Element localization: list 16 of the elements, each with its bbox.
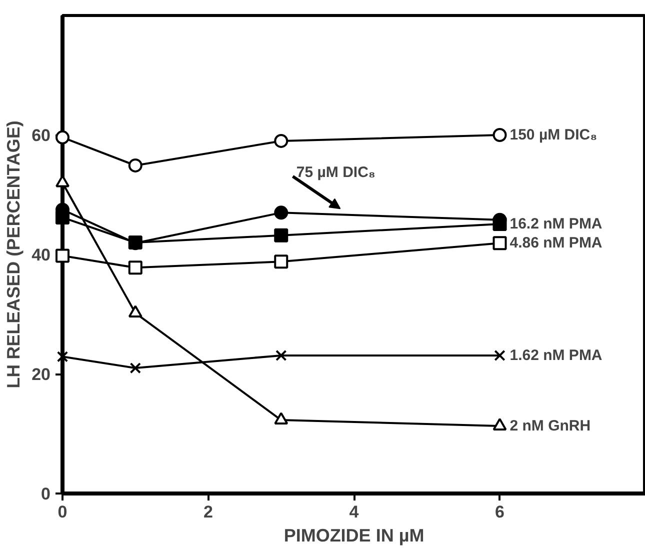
x-tick-label: 4 (349, 502, 360, 522)
series-label: 1.62 nM PMA (510, 346, 602, 364)
x-tick-label: 2 (204, 502, 213, 522)
y-tick-label: 40 (32, 246, 51, 264)
y-axis-title: LH RELEASED (PERCENTAGE) (4, 120, 24, 388)
series-label: 16.2 nM PMA (510, 216, 602, 233)
series-label: 2 nM GnRH (510, 417, 591, 434)
x-tick-label: 0 (58, 502, 68, 522)
x-axis-title: PIMOZIDE IN µM (284, 526, 424, 546)
y-tick-label: 0 (41, 484, 51, 504)
y-tick-label: 60 (32, 126, 51, 145)
x-tick-label: 6 (495, 502, 504, 522)
series-label: 4.86 nM PMA (510, 234, 602, 252)
series-label: 150 µM DIC₈ (510, 126, 598, 144)
series-label: 75 µM DIC₈ (296, 164, 376, 182)
y-tick-label: 20 (32, 365, 51, 384)
